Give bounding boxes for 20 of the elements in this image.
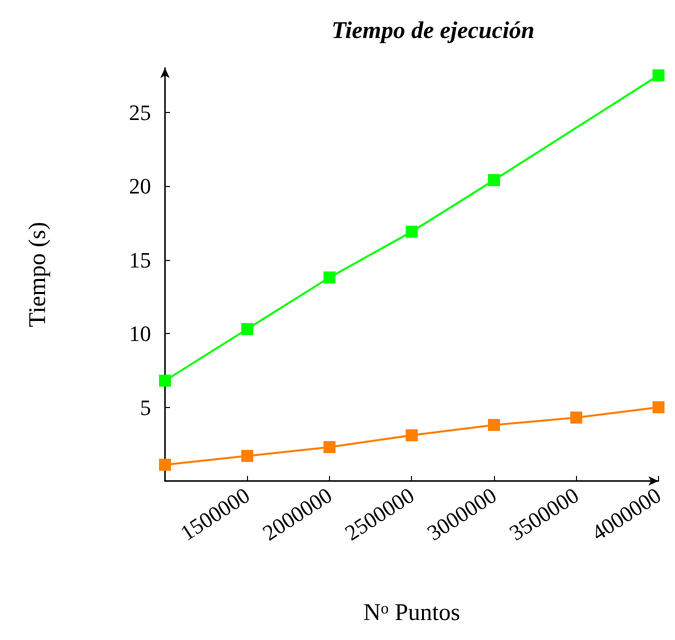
y-tick-label: 15 bbox=[129, 247, 151, 272]
point bbox=[324, 441, 336, 454]
point bbox=[324, 271, 336, 284]
y-tick-label: 10 bbox=[129, 321, 151, 346]
point bbox=[159, 374, 171, 387]
point bbox=[488, 418, 500, 431]
point bbox=[652, 401, 664, 414]
chart-title: Tiempo de ejecución bbox=[331, 18, 535, 44]
y-tick-label: 5 bbox=[140, 394, 151, 420]
y-tick-label: 25 bbox=[129, 100, 151, 125]
point bbox=[159, 458, 171, 471]
point bbox=[652, 69, 664, 82]
point bbox=[241, 450, 254, 462]
y-tick-label: 20 bbox=[129, 174, 151, 198]
point bbox=[406, 429, 418, 442]
point bbox=[488, 174, 500, 186]
point bbox=[241, 323, 254, 336]
point bbox=[570, 412, 582, 424]
point bbox=[406, 226, 418, 238]
y-axis-title: Tiempo (s) bbox=[25, 222, 51, 328]
